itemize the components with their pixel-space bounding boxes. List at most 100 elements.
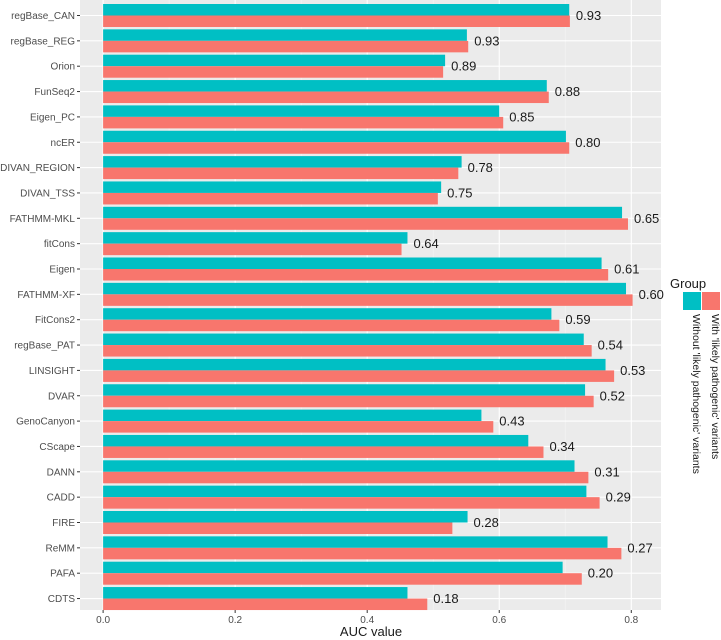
x-tick-label: 0.8 bbox=[624, 615, 638, 626]
bar-value-label: 0.27 bbox=[627, 540, 652, 555]
category-label: regBase_PAT bbox=[14, 341, 75, 352]
bar-value-label: 0.43 bbox=[499, 414, 524, 429]
category-label: Orion bbox=[51, 62, 75, 73]
bar-with-likely-pathogenic bbox=[103, 395, 594, 408]
bar-with-likely-pathogenic bbox=[103, 547, 622, 560]
bar-with-likely-pathogenic bbox=[103, 167, 459, 180]
bar-with-likely-pathogenic bbox=[103, 370, 615, 382]
category-label: DANN bbox=[47, 467, 75, 478]
bar-value-label: 0.52 bbox=[600, 388, 625, 403]
bar-value-label: 0.29 bbox=[606, 490, 631, 505]
bar-with-likely-pathogenic bbox=[103, 522, 453, 534]
legend-key-without bbox=[683, 292, 701, 310]
bar-value-label: 0.65 bbox=[634, 211, 659, 226]
category-label: Eigen bbox=[49, 265, 75, 276]
bar-value-label: 0.64 bbox=[413, 236, 438, 251]
bar-without-likely-pathogenic bbox=[103, 308, 552, 320]
bar-with-likely-pathogenic bbox=[103, 116, 504, 129]
bar-without-likely-pathogenic bbox=[103, 130, 566, 143]
category-label: DIVAN_REGION bbox=[0, 163, 75, 174]
category-label: FitCons2 bbox=[35, 315, 75, 326]
bar-value-label: 0.61 bbox=[614, 262, 639, 277]
bar-value-label: 0.53 bbox=[620, 363, 645, 378]
bar-value-label: 0.18 bbox=[433, 591, 458, 606]
bar-value-label: 0.31 bbox=[594, 464, 619, 479]
x-axis-title: AUC value bbox=[340, 624, 402, 639]
bar-without-likely-pathogenic bbox=[103, 29, 467, 41]
category-label: DVAR bbox=[48, 391, 75, 402]
bar-value-label: 0.28 bbox=[474, 515, 499, 530]
bar-without-likely-pathogenic bbox=[103, 460, 575, 472]
category-label: CADD bbox=[47, 493, 75, 504]
bar-without-likely-pathogenic bbox=[103, 80, 547, 92]
bar-with-likely-pathogenic bbox=[103, 573, 582, 585]
bar-without-likely-pathogenic bbox=[103, 257, 602, 269]
category-label: LINSIGHT bbox=[29, 366, 75, 377]
bar-with-likely-pathogenic bbox=[103, 142, 570, 154]
bar-without-likely-pathogenic bbox=[103, 333, 584, 346]
bar-value-label: 0.80 bbox=[575, 135, 600, 150]
bar-without-likely-pathogenic bbox=[103, 105, 500, 117]
legend-label-without: Without 'likely pathogenic' variants bbox=[690, 314, 702, 474]
bar-value-label: 0.78 bbox=[468, 160, 493, 175]
bar-with-likely-pathogenic bbox=[103, 192, 438, 205]
bar-with-likely-pathogenic bbox=[103, 243, 402, 256]
category-label: GenoCanyon bbox=[16, 417, 75, 428]
bar-value-label: 0.59 bbox=[565, 312, 590, 327]
bar-without-likely-pathogenic bbox=[103, 536, 608, 548]
bar-without-likely-pathogenic bbox=[103, 156, 462, 168]
bar-without-likely-pathogenic bbox=[103, 181, 442, 193]
bar-value-label: 0.54 bbox=[598, 338, 623, 353]
bar-without-likely-pathogenic bbox=[103, 4, 570, 16]
bar-without-likely-pathogenic bbox=[103, 434, 529, 447]
category-label: ncER bbox=[51, 138, 75, 149]
category-label: regBase_CAN bbox=[11, 11, 75, 22]
bar-with-likely-pathogenic bbox=[103, 319, 560, 332]
legend-key-with bbox=[702, 292, 720, 310]
bar-value-label: 0.20 bbox=[588, 566, 613, 581]
bar-without-likely-pathogenic bbox=[103, 587, 408, 599]
bar-without-likely-pathogenic bbox=[103, 409, 482, 422]
x-axis-ticks: 0.0 0.2 0.4 0.6 0.8 bbox=[96, 610, 639, 626]
category-label: regBase_REG bbox=[11, 36, 76, 47]
bar-without-likely-pathogenic bbox=[103, 485, 587, 498]
bar-without-likely-pathogenic bbox=[103, 358, 606, 371]
bar-with-likely-pathogenic bbox=[103, 66, 444, 78]
bar-without-likely-pathogenic bbox=[103, 511, 468, 523]
bar-with-likely-pathogenic bbox=[103, 598, 428, 611]
bar-without-likely-pathogenic bbox=[103, 561, 563, 574]
bar-value-label: 0.89 bbox=[451, 59, 476, 74]
bar-with-likely-pathogenic bbox=[103, 421, 494, 433]
category-label: CScape bbox=[39, 442, 75, 453]
category-label: fitCons bbox=[44, 239, 75, 250]
bar-value-label: 0.85 bbox=[509, 109, 534, 124]
bar-value-label: 0.93 bbox=[576, 8, 601, 23]
bar-annotations: 0.93 0.93 0.89 0.88 0.85 0.80 0.78 0.75 0.65 0.64… bbox=[413, 8, 663, 606]
category-label: CDTS bbox=[48, 594, 76, 605]
bar-without-likely-pathogenic bbox=[103, 384, 586, 396]
y-axis-category-labels: regBase_CAN regBase_REG Orion FunSeq2 Eigen_… bbox=[0, 11, 80, 605]
bar-with-likely-pathogenic bbox=[103, 294, 633, 306]
bar-without-likely-pathogenic bbox=[103, 232, 408, 244]
legend: Group Without 'likely pathogenic' varian… bbox=[670, 276, 721, 474]
bar-with-likely-pathogenic bbox=[103, 269, 609, 281]
bar-value-label: 0.75 bbox=[447, 185, 472, 200]
bar-without-likely-pathogenic bbox=[103, 54, 446, 67]
bars bbox=[103, 4, 633, 611]
bar-without-likely-pathogenic bbox=[103, 206, 623, 219]
bar-with-likely-pathogenic bbox=[103, 40, 469, 53]
bar-value-label: 0.93 bbox=[474, 33, 499, 48]
bar-with-likely-pathogenic bbox=[103, 471, 589, 484]
legend-label-with: With 'likely pathogenic' variants bbox=[709, 314, 721, 459]
x-tick-label: 0.0 bbox=[96, 615, 110, 626]
x-tick-label: 0.2 bbox=[228, 615, 242, 626]
category-label: PAFA bbox=[50, 569, 75, 580]
x-tick-label: 0.4 bbox=[360, 615, 374, 626]
bar-with-likely-pathogenic bbox=[103, 497, 600, 509]
category-label: FIRE bbox=[52, 518, 75, 529]
bar-with-likely-pathogenic bbox=[103, 446, 544, 458]
bar-with-likely-pathogenic bbox=[103, 218, 628, 230]
bar-with-likely-pathogenic bbox=[103, 15, 570, 27]
x-tick-label: 0.6 bbox=[492, 615, 506, 626]
category-label: Eigen_PC bbox=[30, 112, 75, 123]
